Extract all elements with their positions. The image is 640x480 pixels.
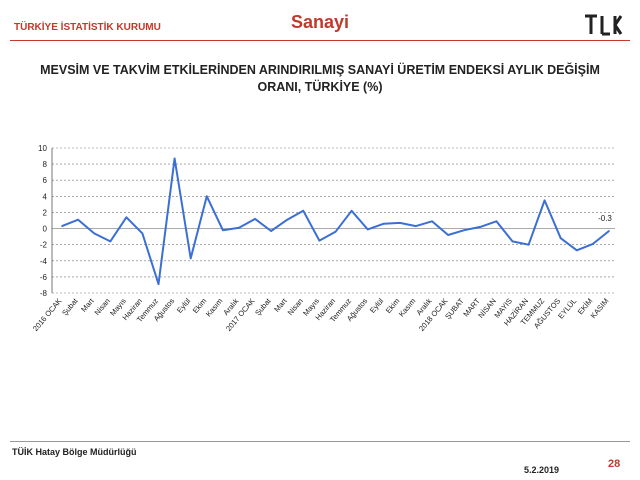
x-tick-label: Eylül	[175, 296, 193, 314]
x-tick-label: Nisan	[93, 297, 112, 317]
data-point	[318, 239, 321, 242]
data-point	[463, 229, 466, 231]
y-tick-label: 2	[43, 208, 48, 217]
x-tick-label: Kasım	[204, 297, 225, 319]
data-point	[189, 257, 192, 260]
data-point	[125, 216, 128, 219]
data-point	[608, 230, 610, 232]
data-point	[382, 222, 385, 225]
y-tick-label: 4	[43, 192, 48, 201]
y-tick-label: 0	[43, 225, 48, 234]
data-point	[527, 243, 530, 246]
data-point	[61, 225, 63, 227]
data-point	[511, 240, 514, 243]
x-tick-label: Nisan	[286, 297, 305, 317]
data-point	[350, 210, 353, 212]
data-point	[543, 199, 546, 202]
data-point	[559, 237, 562, 240]
y-tick-label: 10	[38, 144, 47, 153]
y-tick-label: 6	[43, 176, 48, 185]
series-line	[61, 157, 610, 286]
tuik-logo-icon	[585, 14, 623, 36]
y-tick-label: -2	[40, 241, 48, 250]
data-point	[302, 210, 305, 212]
x-tick-label: Eylül	[368, 296, 386, 314]
header-divider	[10, 40, 630, 41]
x-tick-label: Şubat	[253, 296, 273, 318]
chart-title: MEVSİM VE TAKVİM ETKİLERİNDEN ARINDIRILM…	[40, 63, 600, 94]
data-point	[77, 218, 79, 221]
data-point	[173, 157, 176, 160]
data-point	[141, 232, 144, 235]
org-name: TÜRKİYE İSTATİSTİK KURUMU	[14, 22, 161, 33]
data-point	[431, 220, 433, 223]
page-number: 28	[608, 458, 621, 470]
data-point	[495, 220, 498, 223]
data-point	[415, 225, 417, 227]
data-point	[254, 218, 256, 220]
data-point	[479, 226, 482, 228]
y-tick-label: -8	[40, 289, 48, 298]
x-tick-label: Kasım	[397, 297, 418, 319]
data-point	[270, 230, 272, 232]
data-point	[222, 229, 224, 231]
data-point	[592, 243, 594, 245]
y-tick-label: -6	[40, 273, 48, 282]
y-tick-label: -4	[40, 257, 48, 266]
x-tick-label: Şubat	[60, 296, 80, 318]
data-label: -0.3	[598, 214, 612, 223]
section-title: Sanayi	[290, 12, 350, 32]
data-point	[93, 232, 95, 235]
data-point	[286, 218, 289, 221]
footer-office: TÜİK Hatay Bölge Müdürlüğü	[12, 447, 137, 457]
data-point	[157, 283, 160, 285]
data-point	[334, 230, 337, 233]
x-tick-label: KASIM	[589, 297, 611, 321]
data-point	[576, 249, 578, 252]
x-tick-label: 2016 OCAK	[31, 297, 64, 333]
data-point	[205, 195, 208, 198]
y-tick-label: 8	[43, 160, 48, 169]
data-point	[109, 240, 112, 243]
footer-divider	[10, 441, 630, 442]
data-point	[366, 228, 369, 231]
data-point	[447, 234, 449, 236]
data-point	[238, 226, 240, 229]
data-point	[399, 222, 401, 224]
footer-date: 5.2.2019	[524, 465, 560, 475]
